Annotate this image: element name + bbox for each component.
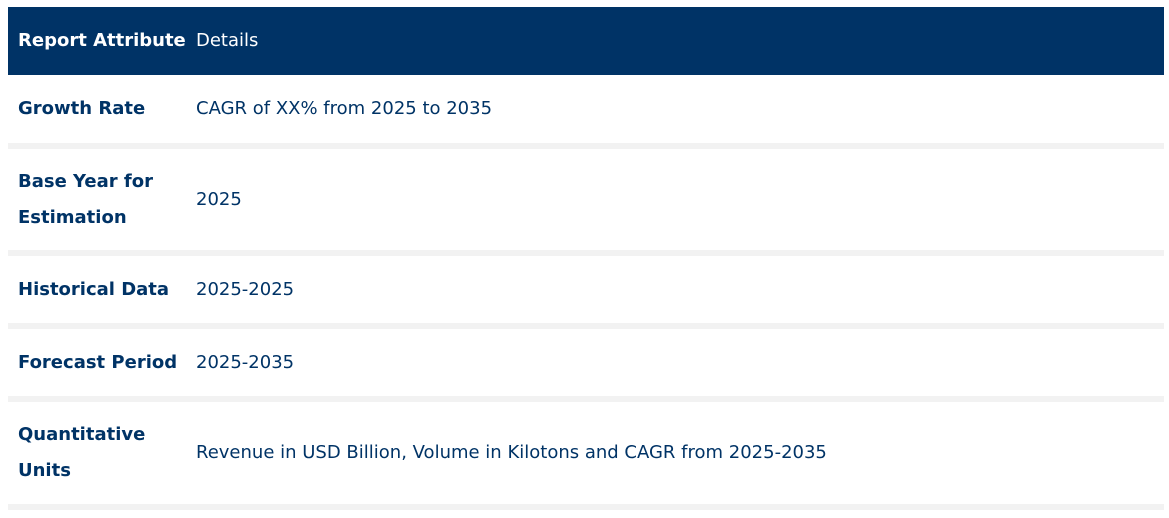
details-cell: Revenue in USD Billion, Volume in Kiloto… — [186, 402, 1164, 510]
header-row: Report Attribute Details — [8, 7, 1164, 75]
table-header: Report Attribute Details — [8, 7, 1164, 75]
header-details: Details — [186, 7, 1164, 75]
report-attributes-table: Report Attribute Details Growth Rate CAG… — [8, 7, 1164, 510]
attribute-cell: Forecast Period — [8, 329, 186, 402]
table-row: Quantitative Units Revenue in USD Billio… — [8, 402, 1164, 510]
attribute-cell: Historical Data — [8, 256, 186, 329]
details-cell: CAGR of XX% from 2025 to 2035 — [186, 75, 1164, 149]
table-row: Forecast Period 2025-2035 — [8, 329, 1164, 402]
header-report-attribute: Report Attribute — [8, 7, 186, 75]
details-cell: 2025-2025 — [186, 256, 1164, 329]
table-row: Historical Data 2025-2025 — [8, 256, 1164, 329]
table-row: Base Year for Estimation 2025 — [8, 149, 1164, 256]
attribute-cell: Base Year for Estimation — [8, 149, 186, 256]
attribute-cell: Quantitative Units — [8, 402, 186, 510]
attribute-cell: Growth Rate — [8, 75, 186, 149]
details-cell: 2025-2035 — [186, 329, 1164, 402]
table-row: Growth Rate CAGR of XX% from 2025 to 203… — [8, 75, 1164, 149]
table-body: Growth Rate CAGR of XX% from 2025 to 203… — [8, 75, 1164, 510]
details-cell: 2025 — [186, 149, 1164, 256]
